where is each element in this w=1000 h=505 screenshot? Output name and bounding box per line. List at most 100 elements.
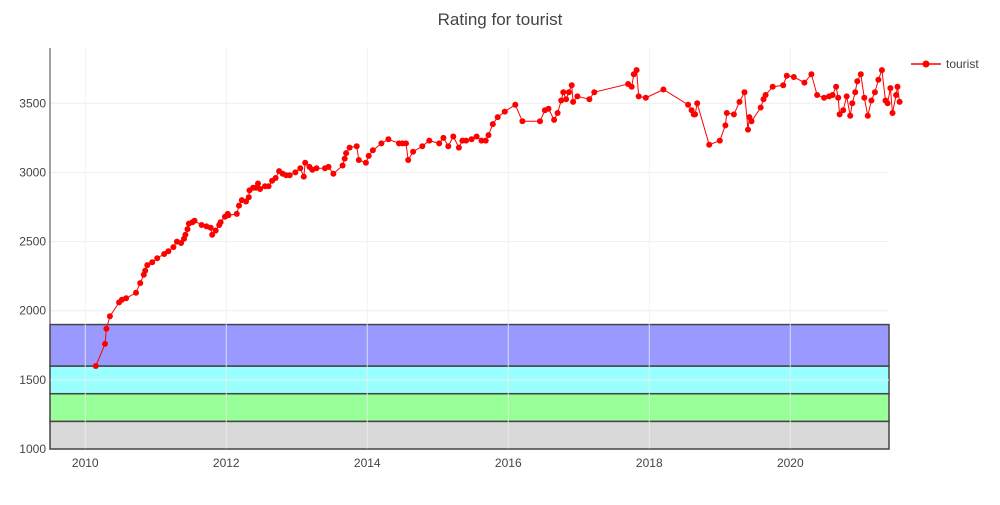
x-tick-label: 2016 xyxy=(495,456,522,470)
data-point xyxy=(365,152,372,159)
data-point xyxy=(843,93,850,100)
data-point xyxy=(660,86,667,93)
data-point xyxy=(455,144,462,151)
data-point xyxy=(692,111,699,118)
data-point xyxy=(225,212,232,219)
data-point xyxy=(473,133,480,140)
data-point xyxy=(723,110,730,116)
data-point xyxy=(182,231,189,238)
data-point xyxy=(568,82,575,89)
data-point xyxy=(339,162,346,169)
data-point xyxy=(563,96,570,103)
data-point xyxy=(545,105,552,112)
axes: 1000 1500 2000 2500 3000 3500 2010 2012 2014 2016… xyxy=(19,48,889,470)
data-point xyxy=(586,96,593,103)
data-point xyxy=(736,98,743,105)
data-point xyxy=(378,140,385,147)
data-point xyxy=(369,147,376,154)
data-point xyxy=(440,134,447,141)
legend-label-series-1: tourist xyxy=(946,57,979,71)
data-point xyxy=(410,148,417,155)
data-point xyxy=(554,110,561,116)
y-tick-label: 2000 xyxy=(19,304,46,318)
data-point xyxy=(565,89,572,96)
data-point xyxy=(896,98,903,105)
data-point xyxy=(178,240,185,246)
data-point xyxy=(570,98,577,105)
data-point xyxy=(297,165,304,172)
data-point xyxy=(436,140,443,147)
data-point xyxy=(485,132,492,139)
x-tick-label: 2014 xyxy=(354,456,381,470)
rating-band-1 xyxy=(49,420,890,450)
data-point xyxy=(864,112,871,119)
data-point xyxy=(889,110,896,116)
data-point xyxy=(233,210,240,217)
legend-point-marker xyxy=(922,60,930,68)
data-point xyxy=(501,108,508,115)
data-point xyxy=(355,157,362,163)
data-point xyxy=(852,89,859,96)
data-point xyxy=(207,224,214,231)
data-point xyxy=(558,97,565,104)
data-point xyxy=(722,122,729,129)
data-point xyxy=(245,194,252,201)
data-point xyxy=(847,112,854,119)
data-point xyxy=(341,155,348,162)
y-tick-label: 1500 xyxy=(19,373,46,387)
data-point xyxy=(801,79,808,86)
data-point xyxy=(265,183,272,190)
data-point xyxy=(255,180,261,187)
data-point xyxy=(861,94,868,101)
data-point xyxy=(468,136,475,143)
data-point xyxy=(142,267,149,274)
data-point xyxy=(103,325,110,332)
data-point xyxy=(769,83,776,90)
data-point xyxy=(482,137,489,144)
legend[interactable]: tourist xyxy=(911,57,979,71)
y-tick-label: 2500 xyxy=(19,235,46,249)
y-tick-label: 3500 xyxy=(19,96,46,110)
data-point xyxy=(286,172,293,179)
data-point xyxy=(887,85,894,92)
data-point xyxy=(537,118,543,125)
data-point xyxy=(209,231,216,238)
data-point xyxy=(628,83,635,90)
data-point xyxy=(403,140,409,147)
data-point xyxy=(313,165,320,172)
data-point xyxy=(871,89,878,96)
data-point xyxy=(149,259,156,266)
data-point xyxy=(551,116,558,123)
data-point xyxy=(783,72,790,79)
data-point xyxy=(854,78,861,85)
data-point xyxy=(868,97,875,104)
data-point xyxy=(330,170,337,177)
data-point xyxy=(302,159,309,166)
data-point xyxy=(478,137,485,144)
data-point xyxy=(893,92,900,98)
data-point xyxy=(165,248,172,255)
data-point xyxy=(170,244,177,251)
data-point xyxy=(184,226,191,233)
data-point xyxy=(519,118,526,125)
data-point xyxy=(385,136,392,143)
data-point xyxy=(560,89,567,96)
data-point xyxy=(591,89,598,96)
data-point xyxy=(706,141,713,148)
data-point xyxy=(633,67,640,74)
rating-bands xyxy=(49,323,890,450)
x-tick-label: 2018 xyxy=(636,456,663,470)
data-point xyxy=(405,157,412,163)
x-tick-label: 2020 xyxy=(777,456,804,470)
chart-title: Rating for tourist xyxy=(438,10,563,29)
y-tick-label: 3000 xyxy=(19,165,46,179)
data-point xyxy=(154,255,161,262)
data-point xyxy=(849,100,856,107)
data-point xyxy=(821,94,828,101)
data-point xyxy=(757,104,764,111)
data-point xyxy=(106,313,113,320)
data-point xyxy=(790,74,797,80)
data-point xyxy=(857,71,864,78)
data-point xyxy=(123,295,130,302)
data-point xyxy=(574,93,581,100)
